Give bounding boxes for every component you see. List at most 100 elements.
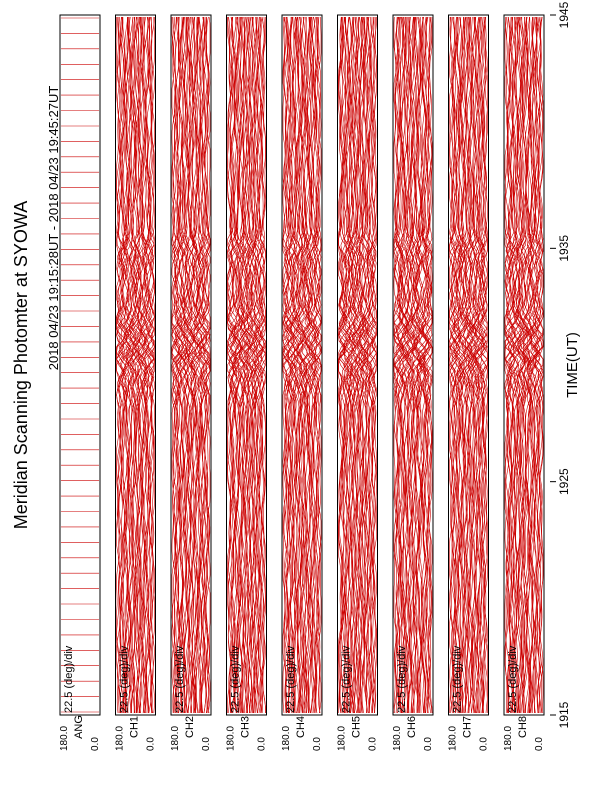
- trace-line: [140, 16, 152, 714]
- trace-line: [472, 16, 484, 714]
- trace-line: [508, 16, 519, 714]
- trace-line: [371, 16, 377, 714]
- trace-line: [229, 16, 241, 714]
- x-tick-label: 1935: [557, 235, 571, 262]
- trace-line: [233, 16, 245, 714]
- trace-line: [199, 16, 211, 714]
- trace-line: [195, 17, 207, 714]
- trace-line: [142, 16, 155, 714]
- panel-frame: [392, 14, 434, 716]
- trace-line: [426, 16, 433, 714]
- trace-line: [122, 16, 134, 714]
- y-tick-bottom: 0.0: [479, 737, 490, 751]
- trace-line: [449, 16, 460, 714]
- trace-line: [360, 16, 372, 713]
- panel-traces: [171, 16, 211, 714]
- trace-line: [180, 16, 192, 714]
- trace-line: [286, 16, 298, 714]
- trace-line: [253, 16, 265, 714]
- trace-line: [146, 16, 155, 714]
- scale-label: 22.5 (deg)/div: [341, 645, 353, 713]
- trace-line: [346, 16, 358, 714]
- trace-line: [526, 16, 538, 714]
- trace-line: [126, 16, 138, 714]
- trace-line: [422, 16, 433, 714]
- panel-name: CH6: [406, 716, 418, 738]
- trace-line: [505, 16, 516, 714]
- trace-line: [462, 16, 474, 714]
- trace-line: [460, 16, 472, 714]
- trace-line: [123, 16, 135, 713]
- scale-label: 22.5 (deg)/div: [452, 645, 464, 713]
- trace-line: [293, 16, 304, 714]
- trace-line: [481, 16, 488, 714]
- trace-line: [299, 16, 311, 714]
- trace-line: [417, 16, 429, 714]
- trace-line: [369, 16, 377, 714]
- panel-frame: [59, 14, 101, 716]
- trace-line: [116, 16, 126, 714]
- trace-line: [353, 16, 364, 713]
- trace-line: [463, 16, 474, 714]
- y-tick-bottom: 0.0: [201, 737, 212, 751]
- trace-line: [183, 16, 195, 714]
- scale-label: 22.5 (deg)/div: [396, 645, 408, 713]
- panel-frame: [281, 14, 323, 716]
- trace-line: [534, 16, 544, 714]
- scale-label: 22.5 (deg)/div: [63, 645, 75, 713]
- panel-traces: [504, 16, 544, 714]
- trace-line: [227, 16, 238, 714]
- panel-traces: [116, 16, 155, 714]
- trace-line: [143, 16, 155, 714]
- trace-line: [504, 16, 516, 714]
- panel-name: CH2: [184, 716, 196, 738]
- trace-line: [358, 16, 369, 714]
- y-tick-top: 180.0: [281, 726, 292, 751]
- trace-line: [243, 16, 255, 713]
- y-tick-bottom: 0.0: [368, 737, 379, 751]
- trace-line: [238, 17, 250, 714]
- scale-label: 22.5 (deg)/div: [230, 645, 242, 713]
- trace-line: [339, 16, 351, 714]
- trace-line: [396, 16, 408, 714]
- trace-line: [307, 17, 319, 714]
- trace-line: [418, 16, 431, 714]
- trace-line: [466, 16, 478, 714]
- trace-line: [313, 16, 322, 714]
- trace-line: [369, 17, 377, 714]
- scale-label: 22.5 (deg)/div: [119, 645, 131, 713]
- trace-line: [134, 16, 146, 714]
- panel-frame: [337, 14, 378, 716]
- panel-frame: [170, 14, 212, 716]
- trace-line: [529, 16, 541, 714]
- trace-line: [237, 16, 249, 714]
- trace-line: [140, 16, 151, 714]
- trace-line: [529, 16, 541, 714]
- trace-line: [504, 16, 516, 714]
- trace-line: [292, 16, 303, 714]
- chart-subtitle: 2018 04/23 19:15:28UT - 2018 04/23 19:45…: [46, 86, 61, 371]
- panel-frame: [503, 14, 545, 716]
- trace-line: [449, 17, 456, 714]
- trace-line: [363, 16, 374, 714]
- time-axis: 1915 1925 1935 1945: [550, 1, 571, 728]
- panel-traces: [61, 17, 99, 713]
- chart-title: Meridian Scanning Photomter at SYOWA: [11, 201, 31, 529]
- panel-name: CH4: [295, 716, 307, 738]
- trace-line: [520, 16, 533, 714]
- trace-line: [449, 16, 458, 713]
- trace-line: [423, 17, 433, 714]
- trace-line: [203, 16, 211, 714]
- panel-name: CH1: [129, 716, 141, 738]
- trace-line: [305, 16, 317, 714]
- trace-line: [251, 16, 264, 714]
- panel-name: CH5: [351, 716, 363, 738]
- trace-line: [453, 16, 465, 714]
- trace-line: [132, 16, 145, 714]
- panel-traces: [393, 16, 433, 714]
- y-tick-top: 180.0: [115, 726, 126, 751]
- y-tick-bottom: 0.0: [312, 737, 323, 751]
